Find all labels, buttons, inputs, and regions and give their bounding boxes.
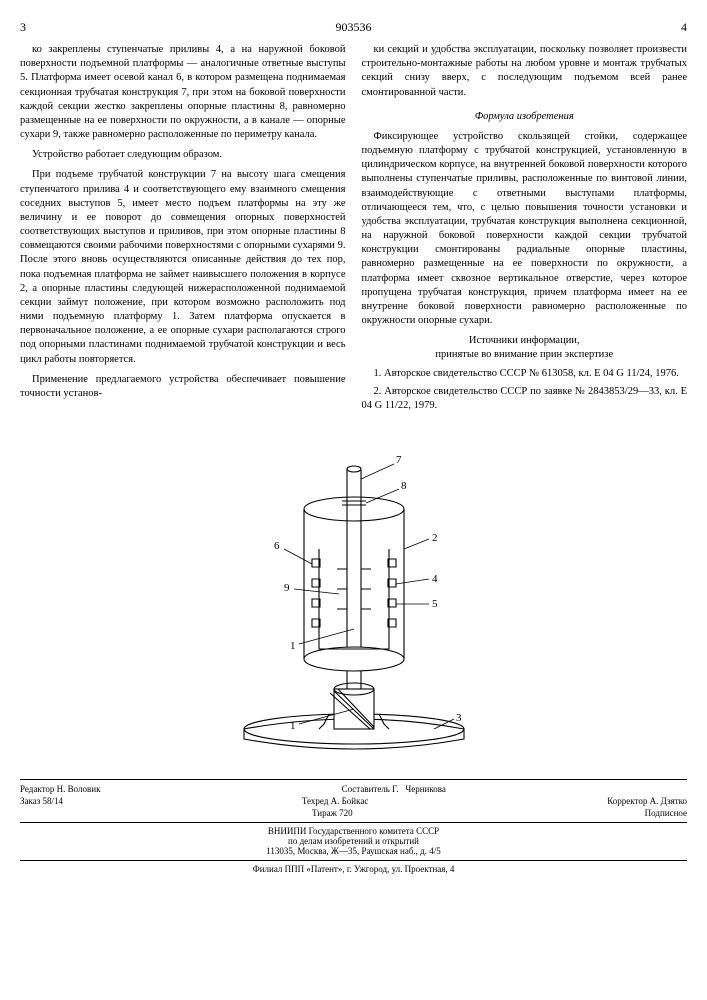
document-number: 903536 — [336, 20, 372, 35]
page-right: 4 — [681, 20, 687, 35]
fig-label-5: 5 — [432, 598, 438, 610]
references: Источники информации, принятые во вниман… — [362, 334, 688, 413]
fig-label-8: 8 — [401, 480, 407, 492]
page-left: 3 — [20, 20, 26, 35]
footer-org1: ВНИИПИ Государственного комитета СССР — [20, 826, 687, 836]
fig-label-4: 4 — [432, 573, 438, 585]
left-p2: Устройство работает следующим образом. — [20, 148, 346, 162]
footer-corrector: Корректор А. Дзятко — [607, 796, 687, 806]
left-p1: ко закреплены ступенчатые приливы 4, а н… — [20, 43, 346, 142]
left-p4: Применение предлагаемого устройства обес… — [20, 373, 346, 401]
footer-addr1: 113035, Москва, Ж—35, Раушская наб., д. … — [20, 846, 687, 856]
ref-2: 2. Авторское свидетельство СССР по заявк… — [362, 385, 688, 413]
footer-signed: Подписное — [645, 808, 687, 818]
right-p1: ки секций и удобства эксплуатации, поско… — [362, 43, 688, 100]
fig-label-7: 7 — [396, 454, 402, 466]
fig-label-6: 6 — [274, 540, 280, 552]
footer-order: Заказ 58/14 — [20, 796, 63, 806]
footer-tech: Техред А. Бойкас — [302, 796, 368, 806]
fig-label-9: 9 — [284, 582, 290, 594]
left-p3: При подъеме трубчатой конструкции 7 на в… — [20, 168, 346, 366]
figure: 7 8 2 4 5 1 9 6 1 3 — [20, 429, 687, 769]
footer-corrector-name: Черникова — [405, 784, 446, 794]
fig-label-1: 1 — [290, 640, 296, 652]
device-diagram: 7 8 2 4 5 1 9 6 1 3 — [204, 429, 504, 769]
fig-label-2: 2 — [432, 532, 438, 544]
refs-title: Источники информации, принятые во вниман… — [362, 334, 688, 362]
footer: Редактор Н. Воловик Составитель Г. Черни… — [20, 779, 687, 874]
footer-addr2: Филиал ППП «Патент», г. Ужгород, ул. Про… — [20, 864, 687, 874]
footer-tirage: Тираж 720 — [312, 808, 353, 818]
ref-1: 1. Авторское свидетельство СССР № 613058… — [362, 367, 688, 381]
formula-title: Формула изобретения — [362, 110, 688, 124]
footer-compiler: Составитель Г. — [342, 784, 399, 794]
footer-editor: Редактор Н. Воловик — [20, 784, 100, 794]
footer-org2: по делам изобретений и открытий — [20, 836, 687, 846]
fig-label-3: 3 — [456, 712, 462, 724]
left-column: ко закреплены ступенчатые приливы 4, а н… — [20, 43, 346, 417]
right-column: ки секций и удобства эксплуатации, поско… — [362, 43, 688, 417]
text-columns: ко закреплены ступенчатые приливы 4, а н… — [20, 43, 687, 417]
right-p2: Фиксирующее устройство скользящей стойки… — [362, 130, 688, 328]
fig-label-1b: 1 — [290, 720, 296, 732]
